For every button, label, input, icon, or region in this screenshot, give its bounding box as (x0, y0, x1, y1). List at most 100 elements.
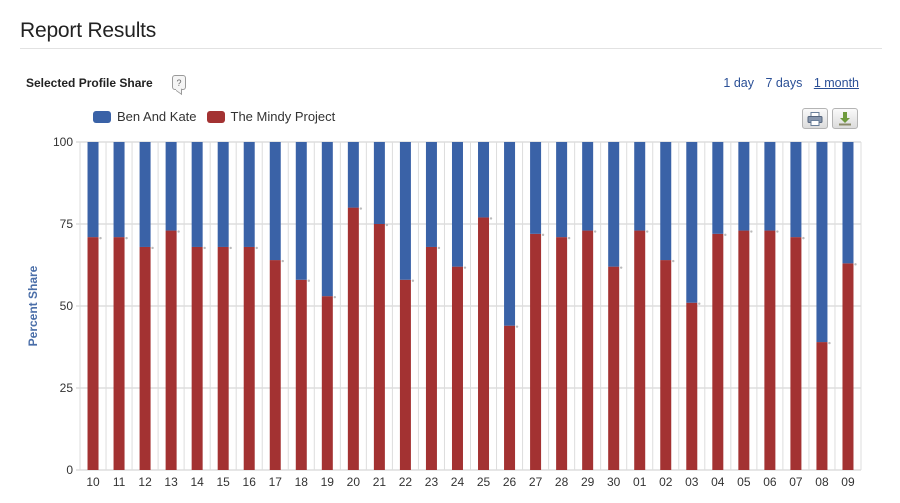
x-tick-label: 04 (711, 475, 725, 489)
x-tick-label: 27 (529, 475, 543, 489)
bar-segment-the-mindy-project-20[interactable] (347, 207, 359, 470)
bar-segment-ben-and-kate-02[interactable] (660, 142, 672, 261)
boundary-marker (828, 341, 831, 345)
legend-item-the-mindy-project[interactable]: The Mindy Project (206, 109, 335, 124)
bar-segment-the-mindy-project-04[interactable] (712, 233, 724, 470)
bar-segment-ben-and-kate-14[interactable] (191, 142, 203, 247)
bar-segment-the-mindy-project-27[interactable] (530, 233, 542, 470)
bar-segment-ben-and-kate-01[interactable] (634, 142, 646, 231)
boundary-marker (776, 230, 779, 233)
bar-segment-ben-and-kate-12[interactable] (139, 142, 151, 247)
bar-segment-the-mindy-project-13[interactable] (165, 230, 177, 470)
bar-segment-ben-and-kate-09[interactable] (842, 142, 854, 264)
bar-segment-ben-and-kate-30[interactable] (608, 142, 620, 267)
x-tick-label: 18 (295, 475, 309, 489)
bar-segment-the-mindy-project-19[interactable] (321, 296, 333, 470)
bar-segment-ben-and-kate-18[interactable] (295, 142, 307, 280)
bar-segment-the-mindy-project-12[interactable] (139, 246, 151, 470)
bar-segment-the-mindy-project-05[interactable] (738, 230, 750, 470)
bar-segment-ben-and-kate-29[interactable] (582, 142, 594, 231)
bar-segment-ben-and-kate-16[interactable] (243, 142, 255, 247)
bar-segment-ben-and-kate-26[interactable] (504, 142, 516, 326)
bar-segment-the-mindy-project-25[interactable] (478, 217, 490, 470)
bar-segment-the-mindy-project-06[interactable] (764, 230, 776, 470)
boundary-marker (99, 236, 102, 240)
bar-segment-the-mindy-project-16[interactable] (243, 246, 255, 470)
x-tick-label: 07 (789, 475, 803, 489)
bar-segment-the-mindy-project-02[interactable] (660, 260, 672, 470)
legend-item-ben-and-kate[interactable]: Ben And Kate (93, 109, 197, 124)
bar-segment-ben-and-kate-19[interactable] (321, 142, 333, 297)
boundary-marker (619, 266, 623, 269)
bar-segment-ben-and-kate-28[interactable] (556, 142, 568, 238)
bar-segment-ben-and-kate-24[interactable] (451, 142, 463, 267)
download-button[interactable] (832, 108, 858, 129)
y-tick-label: 75 (60, 217, 74, 231)
bar-segment-the-mindy-project-18[interactable] (295, 279, 307, 470)
boundary-marker (151, 246, 154, 250)
chart-bars (87, 142, 857, 470)
page-title: Report Results (20, 19, 157, 42)
bar-segment-ben-and-kate-25[interactable] (478, 142, 490, 218)
download-icon (839, 111, 851, 125)
chart-legend: Ben And Kate The Mindy Project (93, 109, 345, 124)
boundary-marker (593, 230, 597, 233)
y-tick-label: 100 (53, 135, 73, 149)
bar-segment-the-mindy-project-23[interactable] (425, 246, 437, 470)
legend-swatch-red (206, 110, 225, 123)
bar-segment-the-mindy-project-03[interactable] (686, 302, 698, 470)
boundary-marker (255, 246, 258, 250)
bar-segment-the-mindy-project-22[interactable] (399, 279, 411, 470)
boundary-marker (203, 246, 206, 250)
chart-grid (76, 141, 862, 471)
bar-segment-the-mindy-project-07[interactable] (790, 237, 802, 470)
bar-segment-ben-and-kate-11[interactable] (113, 142, 125, 238)
y-axis-title: Percent Share (26, 265, 40, 346)
bar-segment-the-mindy-project-14[interactable] (191, 246, 203, 470)
bar-segment-the-mindy-project-08[interactable] (816, 342, 828, 470)
bar-segment-ben-and-kate-08[interactable] (816, 142, 828, 343)
bar-segment-the-mindy-project-17[interactable] (269, 260, 281, 470)
bar-segment-ben-and-kate-27[interactable] (530, 142, 542, 234)
bar-segment-the-mindy-project-09[interactable] (842, 263, 854, 470)
bar-segment-ben-and-kate-21[interactable] (373, 142, 385, 224)
y-tick-label: 0 (66, 463, 73, 477)
x-tick-label: 11 (113, 475, 126, 489)
range-link-1-month[interactable]: 1 month (813, 76, 859, 90)
x-tick-label: 25 (477, 475, 491, 489)
bar-segment-the-mindy-project-24[interactable] (451, 266, 463, 470)
bar-segment-the-mindy-project-26[interactable] (504, 325, 516, 470)
bar-segment-ben-and-kate-10[interactable] (87, 142, 99, 238)
range-link-1-day[interactable]: 1 day (723, 76, 755, 90)
x-tick-label: 12 (138, 475, 152, 489)
boundary-marker (385, 223, 389, 227)
bar-segment-the-mindy-project-11[interactable] (113, 237, 125, 470)
bar-segment-the-mindy-project-29[interactable] (582, 230, 594, 470)
bar-segment-the-mindy-project-30[interactable] (608, 266, 620, 470)
print-button[interactable] (802, 108, 828, 129)
section-label: Selected Profile Share (26, 76, 153, 90)
bar-segment-ben-and-kate-03[interactable] (686, 142, 698, 303)
bar-segment-ben-and-kate-13[interactable] (165, 142, 177, 231)
bar-segment-ben-and-kate-20[interactable] (347, 142, 359, 208)
bar-segment-the-mindy-project-28[interactable] (556, 237, 568, 470)
bar-segment-the-mindy-project-15[interactable] (217, 246, 229, 470)
bar-segment-the-mindy-project-21[interactable] (373, 224, 385, 470)
title-divider (20, 48, 882, 49)
bar-segment-ben-and-kate-04[interactable] (712, 142, 724, 234)
bar-segment-ben-and-kate-23[interactable] (425, 142, 437, 247)
bar-segment-the-mindy-project-01[interactable] (634, 230, 646, 470)
x-tick-label: 22 (399, 475, 413, 489)
range-link-7-days[interactable]: 7 days (765, 76, 803, 90)
x-tick-label: 01 (633, 475, 647, 489)
bar-segment-ben-and-kate-17[interactable] (269, 142, 281, 261)
legend-swatch-blue (93, 110, 111, 123)
bar-segment-ben-and-kate-15[interactable] (217, 142, 229, 247)
boundary-marker (229, 246, 232, 250)
bar-segment-ben-and-kate-06[interactable] (764, 142, 776, 231)
help-icon[interactable]: ? (172, 75, 186, 90)
bar-segment-ben-and-kate-22[interactable] (399, 142, 411, 280)
bar-segment-the-mindy-project-10[interactable] (87, 237, 99, 470)
bar-segment-ben-and-kate-07[interactable] (790, 142, 802, 238)
bar-segment-ben-and-kate-05[interactable] (738, 142, 750, 231)
